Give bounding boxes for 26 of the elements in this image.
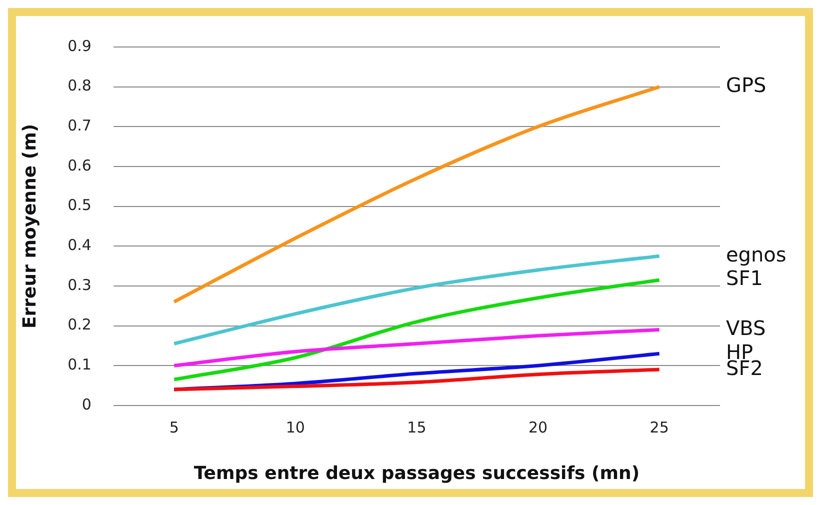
y-tick-label: 0.7 xyxy=(68,116,92,135)
text: VBS xyxy=(726,316,766,340)
text: GPS xyxy=(726,73,766,98)
y-tick-label: 0.5 xyxy=(68,196,92,214)
line-series xyxy=(172,368,662,392)
x-tick-label: 25 xyxy=(650,418,669,436)
line-series xyxy=(172,254,662,346)
y-tick-label: 0.2 xyxy=(68,316,92,334)
x-tick-label: 10 xyxy=(286,418,305,436)
y-tick-label: 0.9 xyxy=(68,36,92,55)
line-series xyxy=(172,278,662,382)
x-tick-label: 15 xyxy=(407,418,426,436)
y-axis-title: Erreur moyenne (m) xyxy=(19,124,40,328)
x-tick-label: 20 xyxy=(528,418,548,436)
line-series xyxy=(172,85,662,304)
x-tick-label: 5 xyxy=(169,418,179,436)
y-tick-label: 0.6 xyxy=(68,156,92,174)
y-tick-label: 0.4 xyxy=(68,236,92,254)
text: SF1 xyxy=(726,266,763,290)
y-tick-label: 0.8 xyxy=(68,76,92,95)
y-tick-label: 0.1 xyxy=(68,355,92,374)
y-tick-label: 0 xyxy=(82,395,92,414)
y-tick-label: 0.3 xyxy=(68,276,92,294)
text: egnos xyxy=(726,242,786,266)
x-axis-title: Temps entre deux passages successifs (mn) xyxy=(194,462,640,484)
line-series xyxy=(172,328,662,368)
